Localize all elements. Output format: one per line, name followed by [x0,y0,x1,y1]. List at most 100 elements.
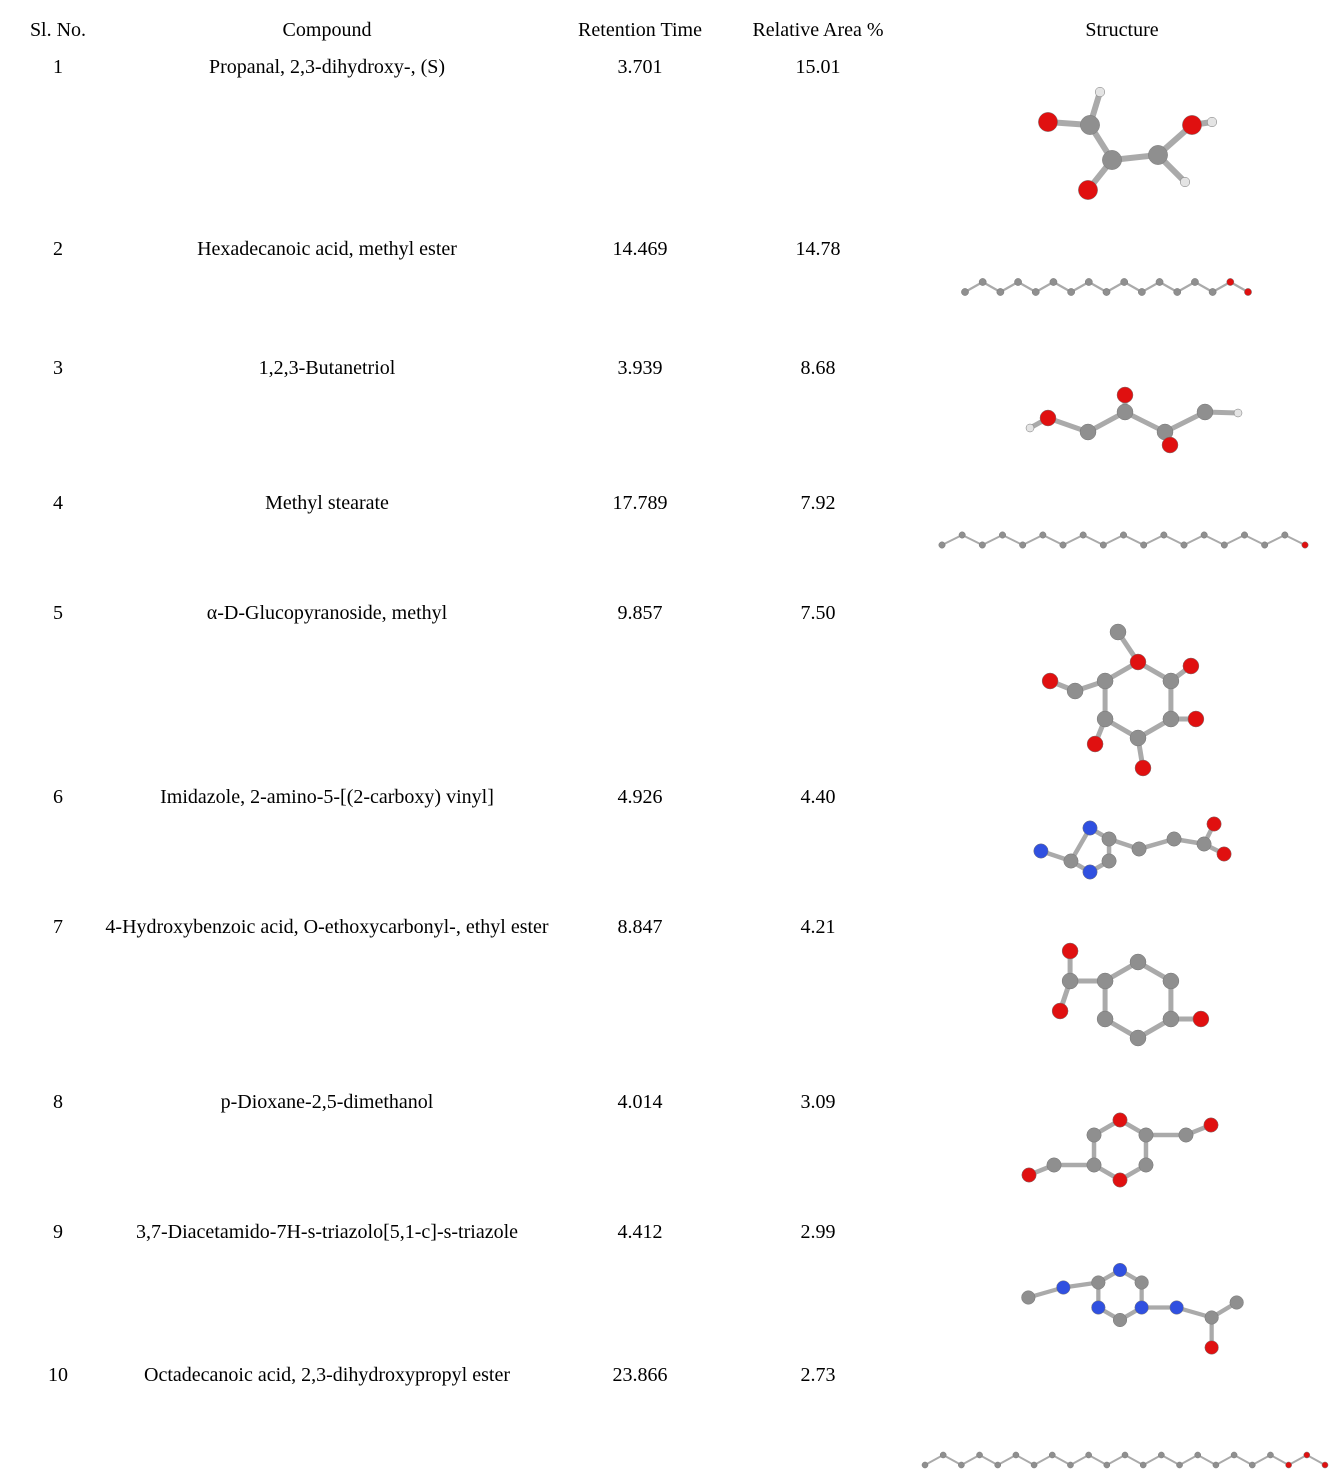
atom [1209,288,1216,295]
atom [1322,1462,1328,1468]
atom [1064,854,1078,868]
atom [1087,736,1103,752]
atom [1227,278,1234,285]
atom [1302,542,1308,548]
atom [1163,711,1179,727]
atom [1249,1462,1255,1468]
atom [1068,288,1075,295]
atom [1213,1462,1219,1468]
atom [1139,1128,1153,1142]
atom [1139,1158,1153,1172]
atom [1067,1462,1073,1468]
atom [1097,711,1113,727]
atom [1180,177,1190,187]
atom [1234,409,1242,417]
atom [1019,542,1025,548]
atom [1100,542,1106,548]
atom [1032,288,1039,295]
atom [1050,278,1057,285]
atom [1163,673,1179,689]
atom [1113,1113,1127,1127]
atom [1148,145,1167,164]
atom [1163,973,1179,989]
atom [1135,760,1151,776]
atom [1156,278,1163,285]
atom [1038,112,1057,131]
atom [1191,278,1198,285]
atom [1162,437,1178,453]
atom [1013,1452,1019,1458]
atom [1040,532,1046,538]
atom [999,532,1005,538]
atom [1057,1281,1071,1295]
atom [1092,1276,1106,1290]
atom [1095,87,1105,97]
atom [1183,658,1199,674]
atom [1182,115,1201,134]
atom [1031,1462,1037,1468]
atom [1241,532,1247,538]
atom [1120,532,1126,538]
atom [1304,1452,1310,1458]
atom [922,1462,928,1468]
atom [1130,954,1146,970]
atom [1135,1276,1149,1290]
atom [979,278,986,285]
atom [1062,973,1078,989]
atom [1204,1118,1218,1132]
atom [1078,180,1097,199]
atom [1080,532,1086,538]
atom [1047,1158,1061,1172]
atom [940,1452,946,1458]
atom [1083,865,1097,879]
atom [1174,288,1181,295]
atom [1161,532,1167,538]
atom [1138,288,1145,295]
atom [1117,404,1133,420]
atom [1181,542,1187,548]
atom [1087,1128,1101,1142]
atom [1195,1452,1201,1458]
atom [1102,832,1116,846]
atom [1267,1452,1273,1458]
atom [1261,542,1267,548]
atom [1122,1452,1128,1458]
atom [1121,278,1128,285]
atom [939,542,945,548]
atom [1034,844,1048,858]
atom [995,1462,1001,1468]
atom [1158,1452,1164,1458]
atom [1085,278,1092,285]
atom [1014,278,1021,285]
atom [1282,532,1288,538]
atom [1207,117,1217,127]
atom [1083,821,1097,835]
atom [1231,1452,1237,1458]
atom [1097,673,1113,689]
atom [1092,1301,1106,1315]
atom [1080,424,1096,440]
atom [1205,1311,1219,1325]
atom [1102,854,1116,868]
atom [959,532,965,538]
atom [1207,817,1221,831]
atom [1163,1011,1179,1027]
atom [1135,1301,1149,1315]
atom [1286,1462,1292,1468]
atom [1104,1462,1110,1468]
atom [1140,1462,1146,1468]
atom [1205,1341,1219,1355]
atom [1080,115,1099,134]
atom [1103,288,1110,295]
atom [1113,1263,1127,1277]
atom [1087,1158,1101,1172]
atom [961,288,968,295]
atom [1244,288,1251,295]
atom [1188,711,1204,727]
atom [1170,1301,1184,1315]
atom [1026,424,1034,432]
atom [997,288,1004,295]
atom [1197,404,1213,420]
atom [977,1452,983,1458]
atom [1230,1296,1244,1310]
